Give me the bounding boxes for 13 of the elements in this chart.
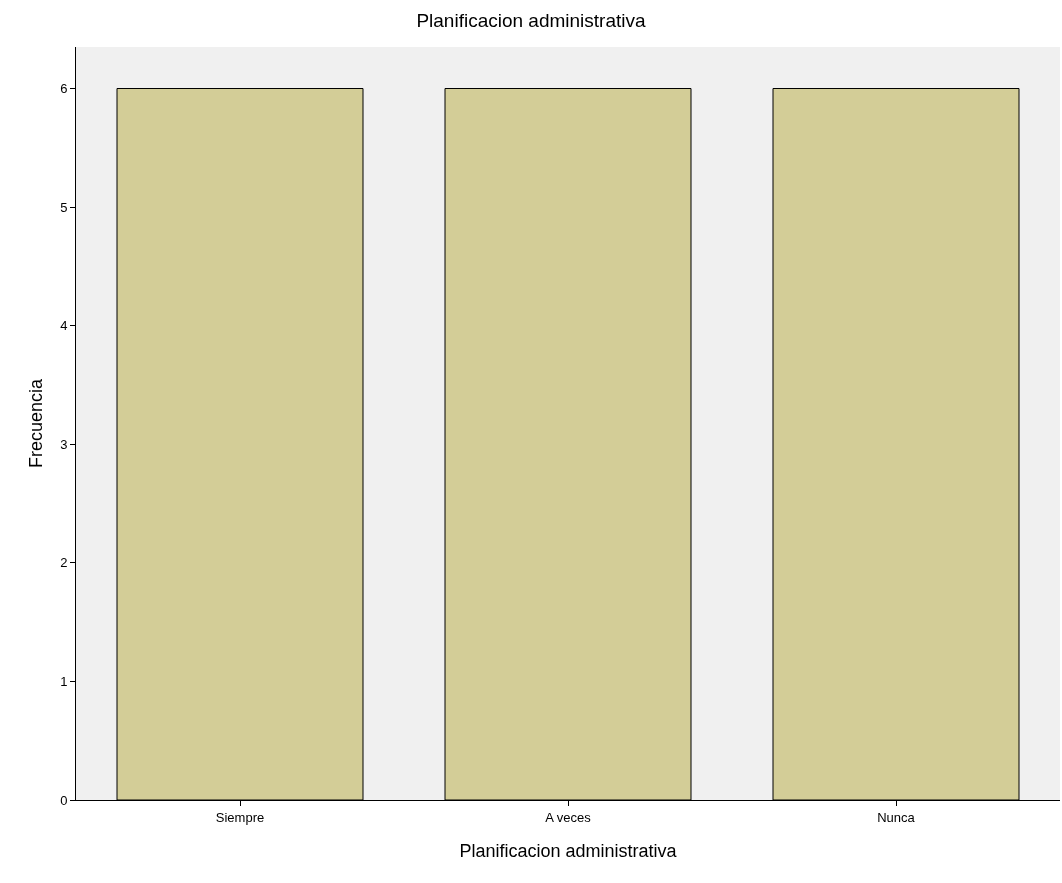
- chart-title: Planificacion administrativa: [416, 9, 647, 31]
- y-tick-label: 5: [60, 199, 68, 215]
- y-axis-title: Frecuencia: [26, 377, 47, 469]
- x-axis-title: Planificacion administrativa: [459, 840, 678, 861]
- y-tick-label: 2: [60, 555, 68, 571]
- y-tick-label: 1: [60, 673, 68, 689]
- x-tick-label: Siempre: [215, 809, 265, 825]
- y-tick-label: 6: [60, 81, 68, 97]
- x-tick-label: A veces: [545, 809, 592, 825]
- y-tick-label: 0: [60, 792, 68, 808]
- y-tick-label: 3: [60, 436, 68, 452]
- x-tick-label: Nunca: [877, 809, 916, 825]
- y-tick-label: 4: [60, 318, 68, 334]
